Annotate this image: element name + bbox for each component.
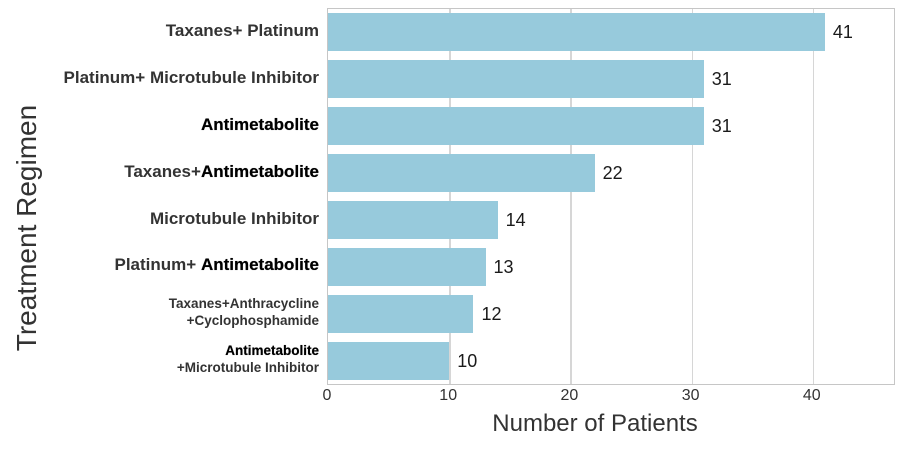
category-label-segment: Taxanes+ — [124, 161, 201, 181]
category-label-segment: Platinum+ — [114, 255, 201, 275]
x-gridline — [691, 9, 694, 384]
x-tick-label: 10 — [439, 387, 458, 404]
category-label: Microtubule Inhibitor — [19, 196, 319, 243]
x-gridline — [570, 9, 572, 384]
x-tick-label: 40 — [802, 387, 821, 404]
x-gridline — [449, 9, 451, 384]
bar — [328, 154, 595, 193]
value-label: 22 — [602, 163, 623, 184]
bar — [328, 60, 704, 99]
category-label: Taxanes+Antimetabolite — [19, 149, 319, 196]
category-label-segment: +Cyclophosphamide — [186, 312, 319, 328]
category-label: Taxanes+ Platinum — [19, 8, 319, 55]
category-label-strong-segment: Antimetabolite — [200, 255, 319, 275]
x-gridline — [812, 9, 815, 384]
x-tick-label: 0 — [322, 387, 332, 404]
value-label: 31 — [711, 69, 732, 90]
bar — [328, 247, 486, 286]
bar — [328, 107, 704, 146]
category-label-segment: Taxanes+Anthracycline — [168, 296, 319, 312]
category-label-segment: Microtubule Inhibitor — [149, 208, 319, 228]
value-label: 13 — [493, 256, 514, 277]
category-label: Taxanes+Anthracycline +Cyclophosphamide — [19, 289, 319, 336]
bar — [328, 294, 474, 333]
category-label: Antimetabolite +Microtubule Inhibitor — [19, 336, 319, 383]
category-label-strong-segment: Antimetabolite — [225, 343, 319, 359]
x-axis-title: Number of Patients — [492, 410, 698, 437]
bar — [328, 341, 450, 380]
category-label: Antimetabolite — [19, 102, 319, 149]
plot-area: 41 31 31 22 14 13 12 10 — [327, 8, 895, 385]
category-label: Platinum+ Antimetabolite — [19, 242, 320, 289]
value-label: 31 — [711, 116, 732, 137]
bar — [328, 200, 498, 239]
category-label: Platinum+ Microtubule Inhibitor — [19, 55, 319, 102]
category-label-segment: +Microtubule Inhibitor — [176, 359, 319, 375]
category-label-strong-segment: Antimetabolite — [200, 114, 319, 134]
bar — [328, 13, 825, 52]
category-label-strong-segment: Antimetabolite — [200, 161, 319, 181]
value-label: 14 — [505, 209, 526, 230]
value-label: 12 — [481, 303, 502, 324]
x-tick-label: 30 — [681, 387, 700, 404]
category-label-segment: Taxanes+ Platinum — [165, 21, 319, 41]
x-tick-label: 20 — [560, 387, 579, 404]
category-label-segment: Platinum+ Microtubule Inhibitor — [63, 67, 319, 87]
value-label: 41 — [832, 22, 853, 43]
value-label: 10 — [457, 350, 478, 371]
